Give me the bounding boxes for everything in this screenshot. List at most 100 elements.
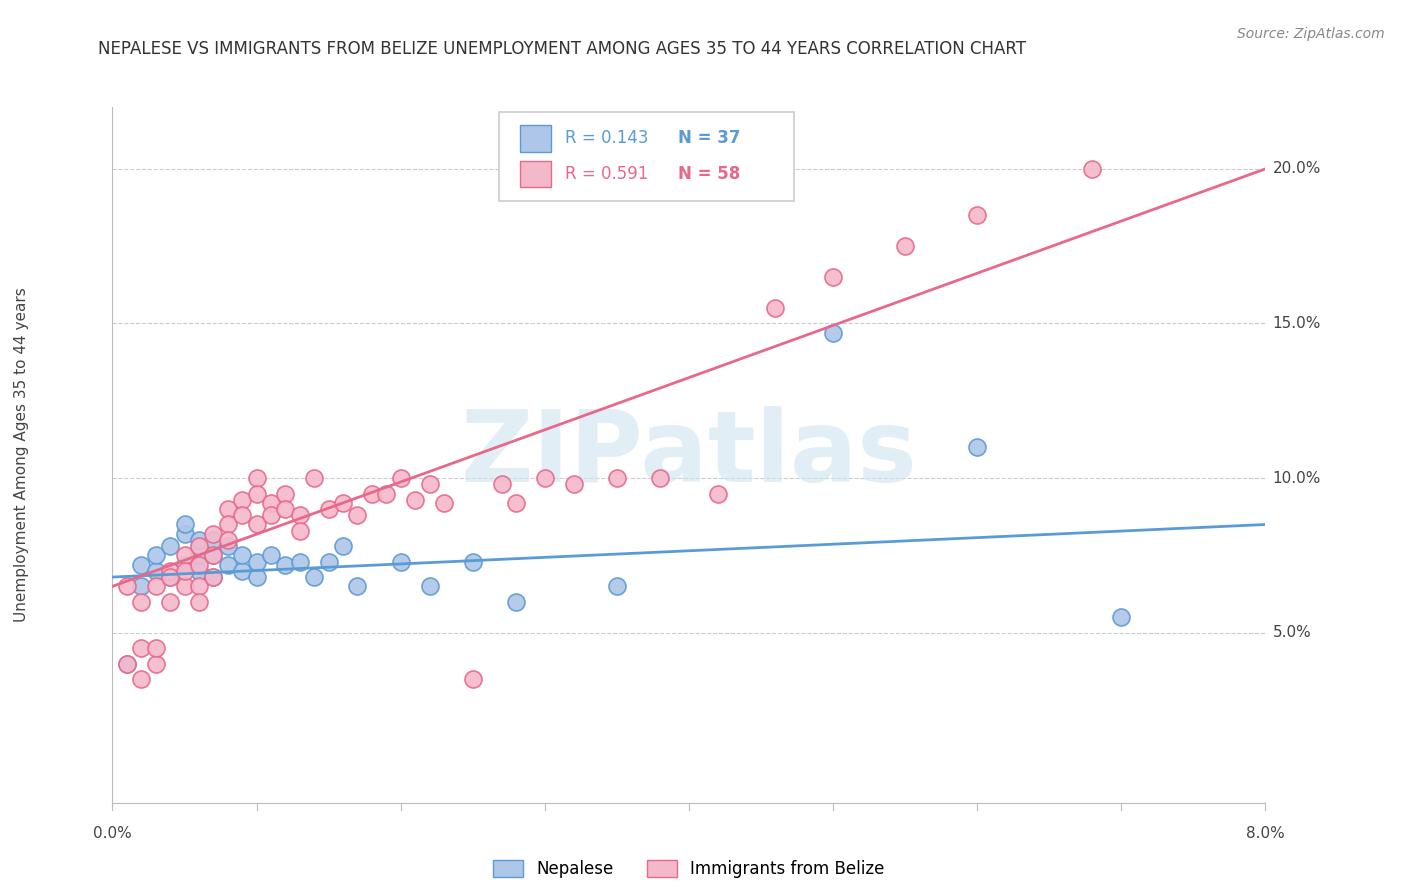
Point	[491, 477, 513, 491]
Text: 10.0%: 10.0%	[1272, 471, 1320, 485]
Point	[648, 471, 672, 485]
Point	[894, 239, 917, 253]
Point	[274, 502, 297, 516]
Point	[274, 486, 297, 500]
Text: NEPALESE VS IMMIGRANTS FROM BELIZE UNEMPLOYMENT AMONG AGES 35 TO 44 YEARS CORREL: NEPALESE VS IMMIGRANTS FROM BELIZE UNEMP…	[98, 40, 1026, 58]
Point	[246, 517, 269, 532]
Point	[231, 549, 253, 563]
Point	[173, 549, 195, 563]
Point	[231, 492, 253, 507]
Point	[288, 555, 311, 569]
Point	[145, 579, 167, 593]
Point	[304, 570, 326, 584]
Text: 5.0%: 5.0%	[1272, 625, 1312, 640]
Point	[217, 502, 239, 516]
Point	[188, 579, 211, 593]
Point	[159, 539, 181, 553]
Point	[231, 564, 253, 578]
Point	[375, 486, 398, 500]
Point	[159, 595, 181, 609]
Point	[288, 524, 311, 538]
Point	[606, 579, 628, 593]
Point	[115, 579, 138, 593]
Point	[202, 549, 225, 563]
Point	[246, 555, 269, 569]
Point	[1111, 610, 1133, 624]
Point	[346, 508, 368, 523]
Point	[765, 301, 787, 315]
Point	[304, 471, 326, 485]
Text: Unemployment Among Ages 35 to 44 years: Unemployment Among Ages 35 to 44 years	[14, 287, 28, 623]
Point	[202, 526, 225, 541]
Point	[389, 471, 412, 485]
Point	[533, 471, 555, 485]
Point	[274, 558, 297, 572]
Point	[505, 595, 527, 609]
Point	[129, 595, 153, 609]
Point	[173, 564, 195, 578]
Point	[246, 471, 269, 485]
Point	[433, 496, 456, 510]
Point	[115, 657, 138, 671]
Point	[419, 477, 441, 491]
Point	[318, 555, 340, 569]
Point	[173, 579, 195, 593]
Point	[217, 539, 239, 553]
Point	[173, 517, 195, 532]
Point	[505, 496, 527, 510]
Point	[231, 508, 253, 523]
Point	[606, 471, 628, 485]
Point	[217, 533, 239, 547]
Text: N = 37: N = 37	[678, 129, 740, 147]
Text: 0.0%: 0.0%	[93, 827, 132, 841]
Point	[202, 533, 225, 547]
Point	[145, 549, 167, 563]
Text: 8.0%: 8.0%	[1246, 827, 1285, 841]
Point	[562, 477, 585, 491]
Point	[145, 564, 167, 578]
Point	[202, 570, 225, 584]
Point	[173, 558, 195, 572]
Point	[966, 208, 988, 222]
Point	[188, 558, 211, 572]
Point	[217, 517, 239, 532]
Text: R = 0.143: R = 0.143	[565, 129, 648, 147]
Point	[145, 657, 167, 671]
Legend: Nepalese, Immigrants from Belize: Nepalese, Immigrants from Belize	[486, 854, 891, 885]
Point	[188, 539, 211, 553]
Point	[246, 486, 269, 500]
Point	[360, 486, 382, 500]
Text: R = 0.591: R = 0.591	[565, 165, 648, 183]
Point	[202, 549, 225, 563]
Point	[1081, 161, 1104, 176]
Point	[173, 526, 195, 541]
Point	[318, 502, 340, 516]
Point	[246, 570, 269, 584]
Text: 15.0%: 15.0%	[1272, 316, 1320, 331]
Point	[260, 508, 283, 523]
Point	[821, 270, 844, 285]
Point	[202, 570, 225, 584]
Text: ZIPatlas: ZIPatlas	[461, 407, 917, 503]
Point	[115, 657, 138, 671]
Text: 20.0%: 20.0%	[1272, 161, 1320, 177]
Point	[260, 549, 283, 563]
Point	[188, 595, 211, 609]
Point	[260, 496, 283, 510]
Point	[129, 558, 153, 572]
Point	[404, 492, 426, 507]
Point	[966, 440, 988, 454]
Point	[332, 496, 354, 510]
Point	[188, 549, 211, 563]
Point	[419, 579, 441, 593]
Point	[145, 641, 167, 656]
Point	[288, 508, 311, 523]
Point	[129, 641, 153, 656]
Point	[159, 564, 181, 578]
Point	[159, 570, 181, 584]
Text: Source: ZipAtlas.com: Source: ZipAtlas.com	[1237, 27, 1385, 41]
Point	[461, 555, 484, 569]
Point	[389, 555, 412, 569]
Point	[217, 558, 239, 572]
Point	[707, 486, 730, 500]
